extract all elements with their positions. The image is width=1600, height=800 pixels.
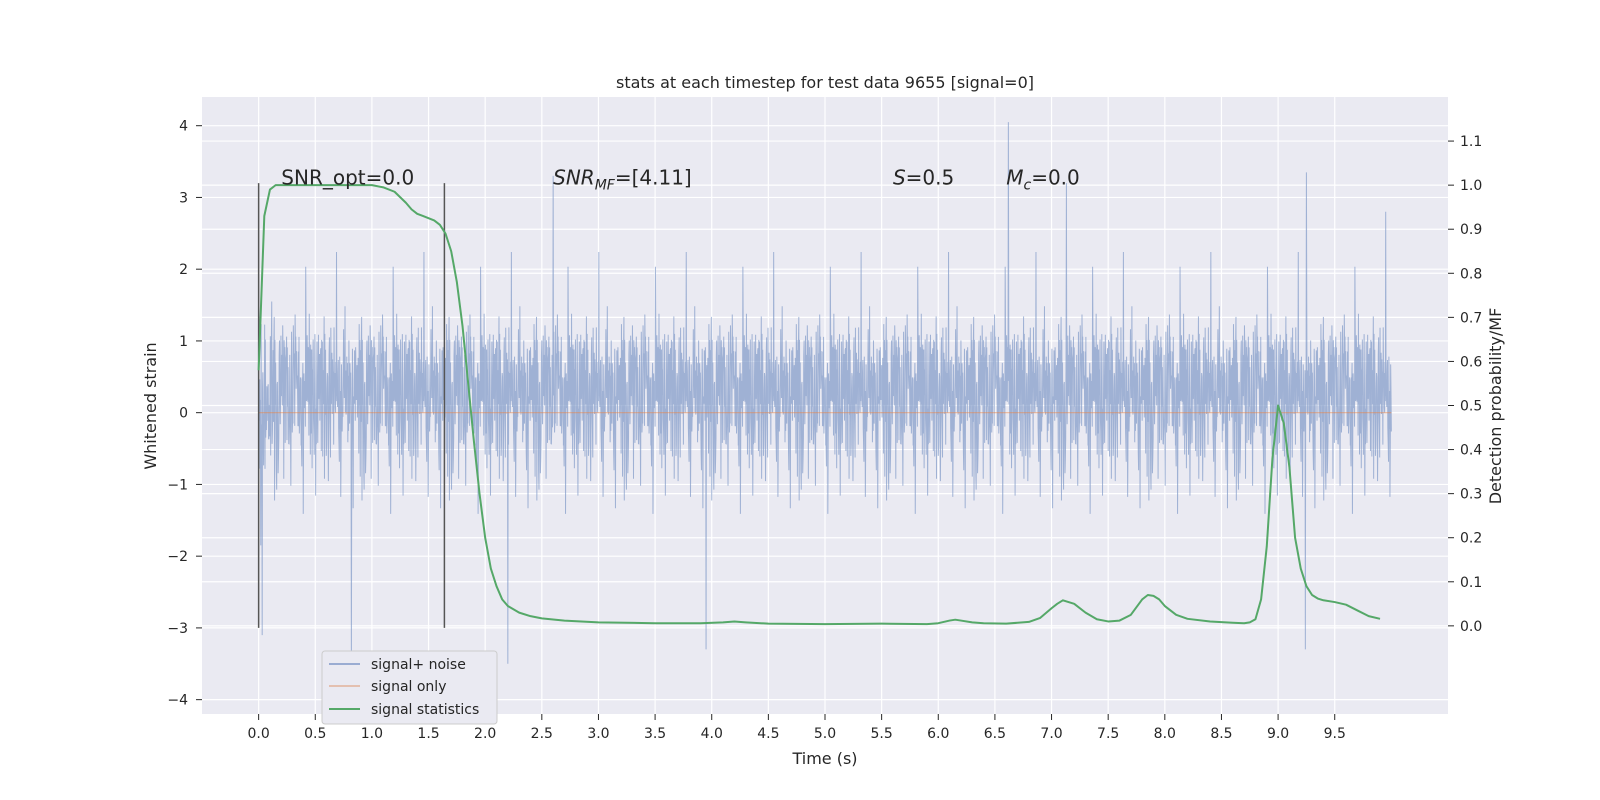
x-tick-label: 0.5 [304,726,326,742]
x-tick-label: 9.5 [1324,726,1346,742]
y-tick-label: 4 [179,119,188,135]
legend: signal+ noise signal only signal statist… [321,650,498,725]
y-tick-label: −2 [167,549,188,565]
y-tick-label: −1 [167,477,188,493]
y-right-tick-label: 0.1 [1460,575,1482,591]
y-right-tick-label: 0.7 [1460,310,1482,326]
y-right-tick-label: 1.1 [1460,134,1482,150]
stat-annotation: SNR_opt=0.0 [281,166,414,190]
vertical-markers [257,183,446,628]
x-tick-label: 8.0 [1154,726,1176,742]
x-tick-label: 8.5 [1210,726,1232,742]
signal-statistics-series [257,184,1381,626]
x-tick-label: 9.0 [1267,726,1289,742]
x-tick-label: 2.5 [531,726,553,742]
annotations: SNR_opt=0.0 SNRMF=[4.11] S=0.5 Mc=0.0 [281,166,1079,194]
y-tick-label: 1 [179,334,188,350]
y-right-tick-label: 0.0 [1460,619,1482,635]
y-right-tick-label: 0.2 [1460,531,1482,547]
y-right-tick-label: 0.3 [1460,487,1482,503]
x-tick-label: 4.0 [701,726,723,742]
x-tick-label: 1.5 [417,726,439,742]
x-axis-label: Time (s) [791,749,857,768]
x-tick-label: 3.0 [587,726,609,742]
legend-label-signal-noise: signal+ noise [371,657,466,673]
chart-title: stats at each timestep for test data 965… [616,73,1034,92]
signal-statistics-line [257,184,1381,626]
y-tick-label: 0 [179,406,188,422]
x-tick-label: 3.5 [644,726,666,742]
y-right-tick-label: 0.8 [1460,266,1482,282]
stat-annotation: S=0.5 [893,166,954,190]
legend-label-signal-only: signal only [371,679,446,695]
tick-labels: 0.0 0.5 1.0 1.5 2.0 2.5 3.0 3.5 4.0 4.5 5.0 5.5 6.0 6… [167,119,1482,742]
signal-noise-line [258,122,1392,664]
x-tick-label: 6.0 [927,726,949,742]
x-tick-label: 6.5 [984,726,1006,742]
signal-noise-series [258,122,1392,664]
y-right-tick-label: 0.9 [1460,222,1482,238]
legend-box [321,650,498,725]
y-right-tick-label: 0.6 [1460,354,1482,370]
y-right-tick-label: 0.4 [1460,443,1482,459]
y-tick-label: −4 [167,693,188,709]
y-right-tick-label: 1.0 [1460,178,1482,194]
x-tick-label: 5.5 [871,726,893,742]
x-tick-label: 1.0 [361,726,383,742]
y-axis-label-right: Detection probability/MF [1486,308,1505,505]
y-tick-label: 2 [179,262,188,278]
x-tick-label: 7.0 [1040,726,1062,742]
stat-annotation: SNRMF=[4.11] [553,166,692,194]
x-tick-label: 2.0 [474,726,496,742]
x-tick-label: 4.5 [757,726,779,742]
legend-label-signal-statistics: signal statistics [371,702,479,718]
y-tick-label: 3 [179,190,188,206]
stat-annotation: Mc=0.0 [1006,166,1080,194]
y-right-tick-label: 0.5 [1460,399,1482,415]
x-tick-label: 5.0 [814,726,836,742]
x-tick-label: 7.5 [1097,726,1119,742]
y-tick-label: −3 [167,621,188,637]
y-axis-label-left: Whitened strain [141,342,160,469]
x-tick-label: 0.0 [248,726,270,742]
